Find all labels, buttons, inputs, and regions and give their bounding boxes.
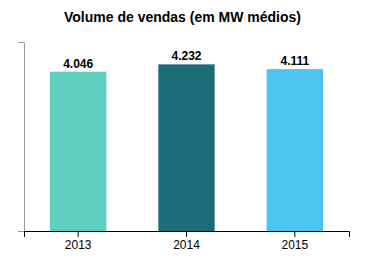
chart-svg: Volume de vendas (em MW médios)201320142… bbox=[0, 0, 365, 261]
y-axis-line bbox=[18, 43, 25, 232]
x-tick: 2014 bbox=[173, 231, 200, 252]
x-tick-label: 2015 bbox=[281, 238, 308, 252]
bar bbox=[267, 69, 323, 231]
chart-title: Volume de vendas (em MW médios) bbox=[64, 9, 301, 25]
x-tick-line bbox=[186, 231, 187, 237]
x-tick: 2015 bbox=[281, 231, 308, 252]
chart-container: Volume de vendas (em MW médios)201320142… bbox=[0, 0, 365, 261]
data-label: 4.046 bbox=[63, 57, 93, 71]
bar bbox=[158, 64, 214, 231]
x-axis: 2013 2014 2015 bbox=[25, 231, 350, 252]
bar bbox=[50, 72, 106, 231]
x-tick-label: 2014 bbox=[173, 238, 200, 252]
plot-area: 2013 2014 2015 4.046 4.232 4.111 bbox=[18, 43, 350, 252]
x-tick-line bbox=[294, 231, 295, 237]
x-tick-line bbox=[78, 231, 79, 237]
x-tick-label: 2013 bbox=[65, 238, 92, 252]
data-labels: 4.046 4.232 4.111 bbox=[63, 49, 309, 70]
x-tick: 2013 bbox=[65, 231, 92, 252]
bars bbox=[50, 64, 323, 231]
y-axis bbox=[18, 43, 25, 232]
x-axis-line bbox=[25, 232, 350, 238]
data-label: 4.232 bbox=[171, 49, 201, 63]
data-label: 4.111 bbox=[280, 54, 309, 68]
